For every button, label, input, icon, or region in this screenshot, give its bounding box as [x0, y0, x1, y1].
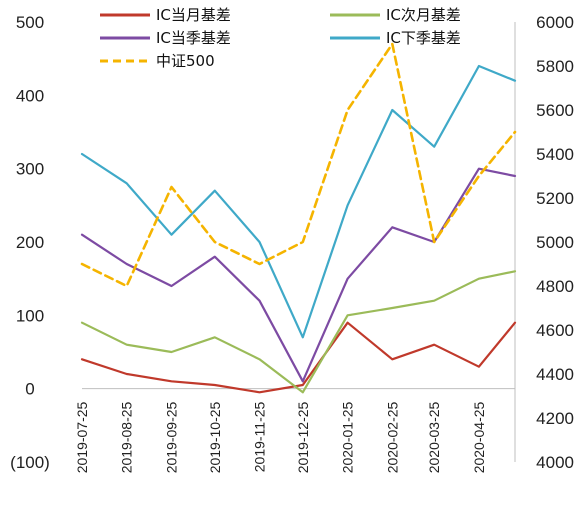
x-tick-label: 2019-08-25 [119, 401, 135, 473]
y-left-tick-label: 300 [16, 160, 44, 179]
y-left-tick-label: 200 [16, 233, 44, 252]
series-line [80, 270, 517, 394]
y-right-tick-label: 4200 [536, 409, 574, 428]
x-tick-label: 2020-04-25 [471, 401, 487, 473]
legend-label: IC次月基差 [386, 6, 461, 24]
y-right-tick-label: 4000 [536, 453, 574, 472]
y-left-tick-label: (100) [10, 453, 50, 472]
y-left-tick-label: 100 [16, 306, 44, 325]
legend-label: IC下季基差 [386, 29, 461, 47]
y-left-tick-label: 500 [16, 13, 44, 32]
series-layer [80, 42, 517, 394]
x-tick-label: 2019-09-25 [163, 401, 179, 473]
y-right-tick-label: 6000 [536, 13, 574, 32]
y-right-tick-label: 4600 [536, 321, 574, 340]
y-left-tick-label: 0 [25, 380, 34, 399]
y-right-tick-label: 5400 [536, 145, 574, 164]
series-line [80, 42, 517, 288]
x-tick-label: 2019-11-25 [252, 401, 268, 472]
y-right-tick-label: 5600 [536, 101, 574, 120]
legend-label: IC当季基差 [156, 29, 231, 47]
y-right-tick-label: 5000 [536, 233, 574, 252]
axes-layer: (100) 0 100 200 300 400 500 4000 4200 4400 4600 480… [10, 13, 574, 473]
x-tick-label: 2020-02-25 [384, 401, 400, 473]
legend-label: IC当月基差 [156, 6, 231, 24]
x-tick-label: 2019-07-25 [74, 401, 90, 473]
y-right-tick-label: 5200 [536, 189, 574, 208]
legend-label: 中证500 [156, 52, 215, 70]
series-line [80, 321, 517, 394]
x-tick-label: 2019-12-25 [295, 401, 311, 473]
series-line [80, 167, 517, 383]
x-tick-label: 2019-10-25 [207, 401, 223, 473]
y-right-tick-label: 4400 [536, 365, 574, 384]
x-tick-label: 2020-01-25 [340, 401, 356, 473]
x-tick-label: 2020-03-25 [426, 401, 442, 473]
y-right-tick-label: 4800 [536, 277, 574, 296]
y-right-tick-label: 5800 [536, 57, 574, 76]
y-left-tick-label: 400 [16, 86, 44, 105]
series-line [80, 64, 517, 339]
